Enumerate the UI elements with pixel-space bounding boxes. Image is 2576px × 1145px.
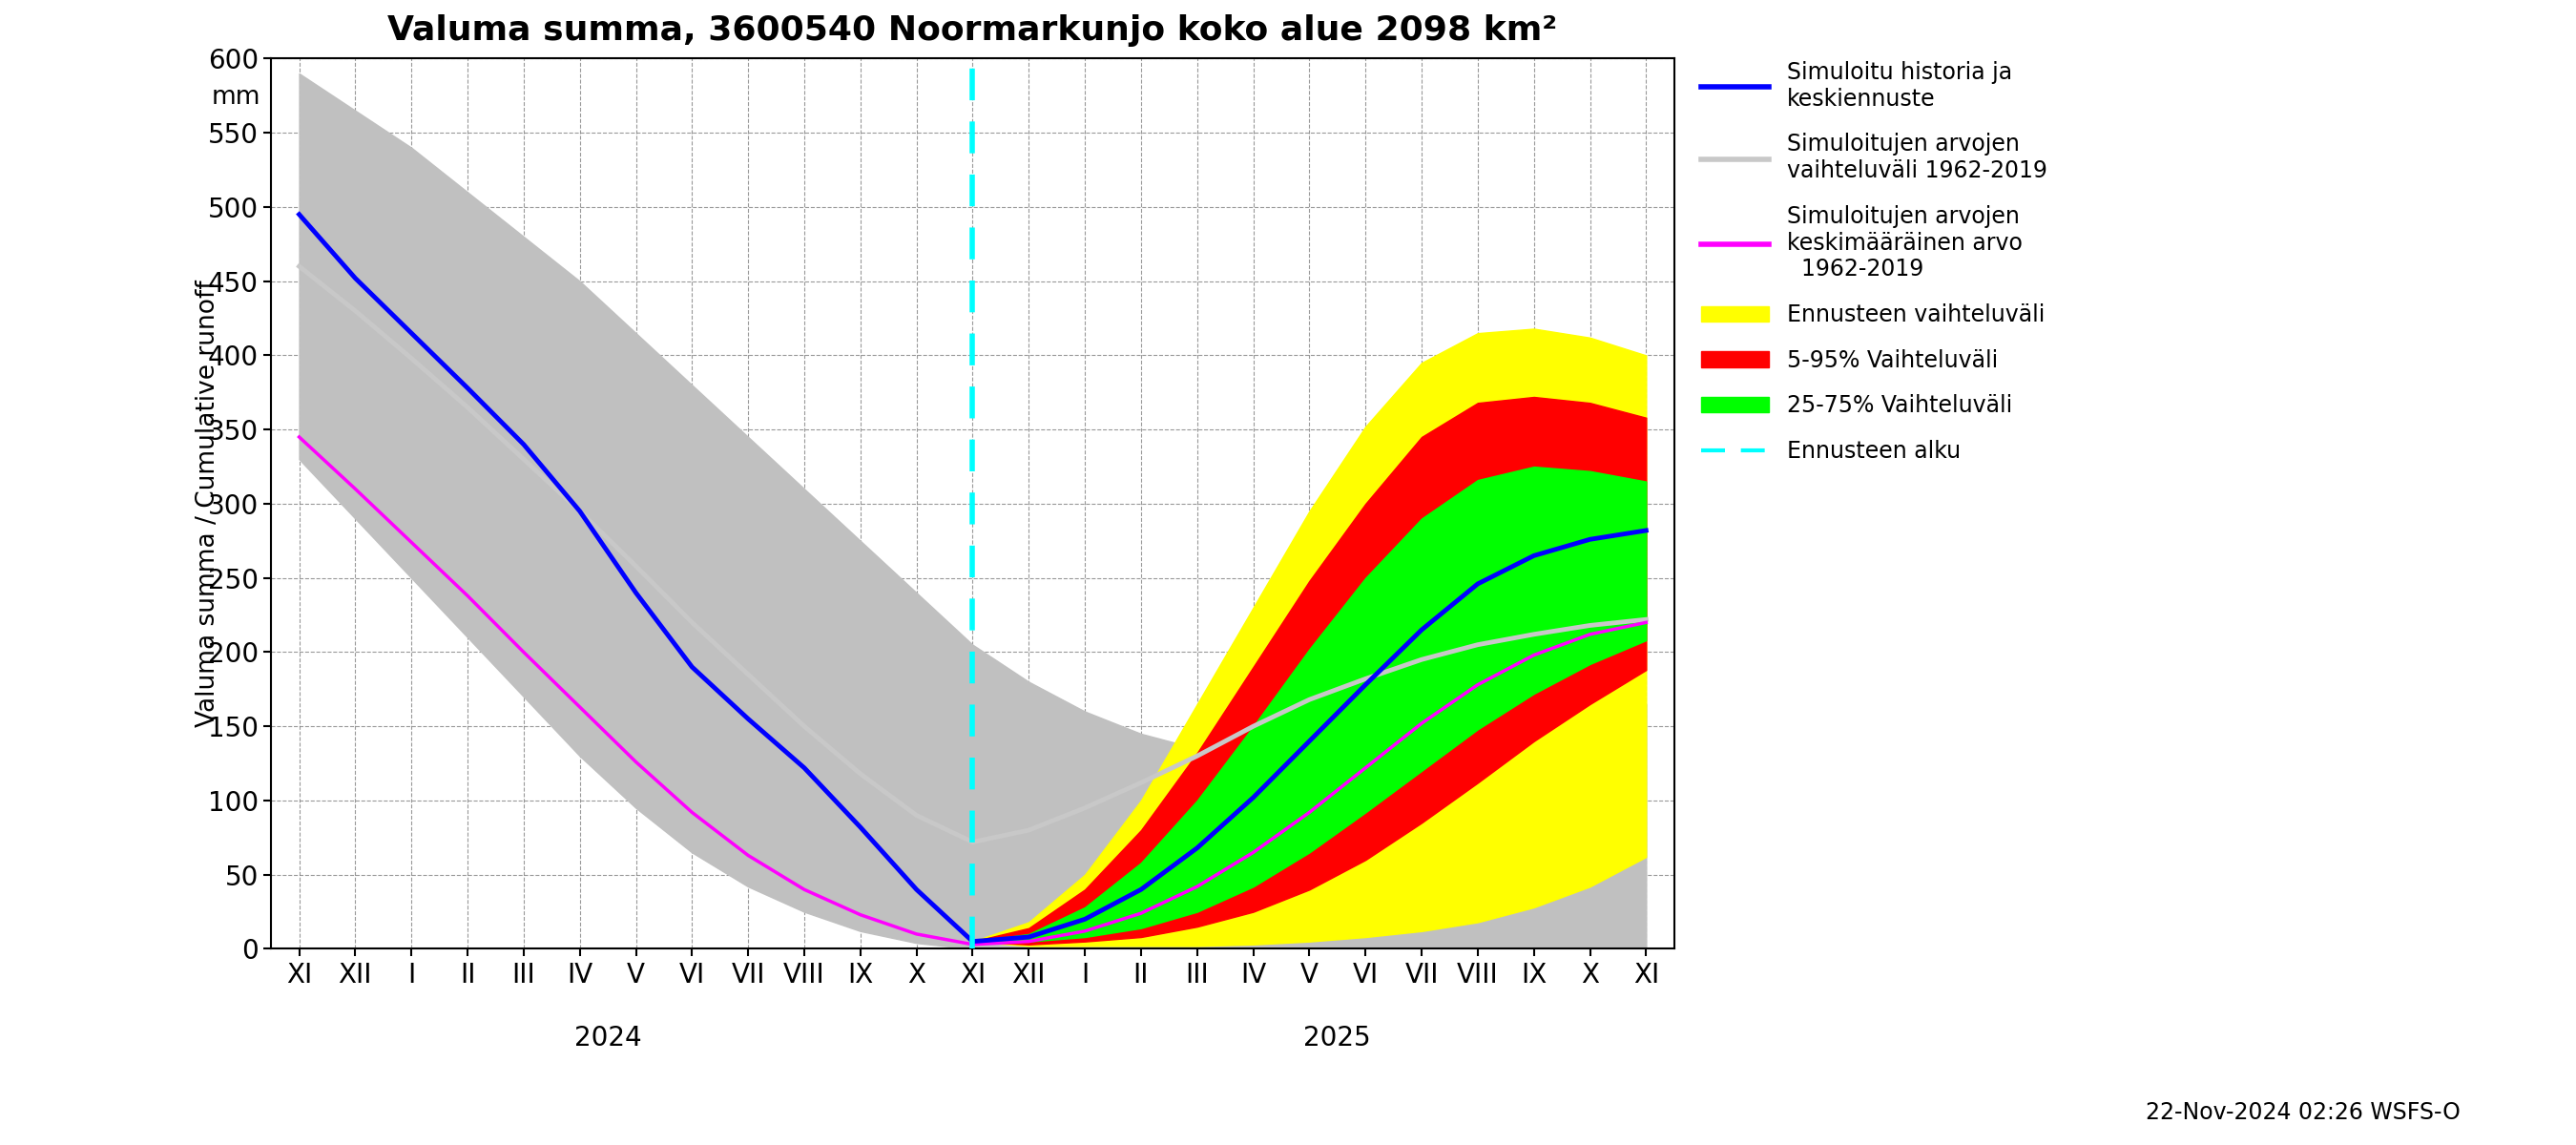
- Text: 22-Nov-2024 02:26 WSFS-O: 22-Nov-2024 02:26 WSFS-O: [2146, 1101, 2460, 1124]
- Text: Valuma summa / Cumulative runoff: Valuma summa / Cumulative runoff: [196, 281, 222, 727]
- Text: 2024: 2024: [574, 1025, 641, 1051]
- Legend: Simuloitu historia ja
keskiennuste, Simuloitujen arvojen
vaihteluväli 1962-2019,: Simuloitu historia ja keskiennuste, Simu…: [1692, 52, 2056, 472]
- Title: Valuma summa, 3600540 Noormarkunjo koko alue 2098 km²: Valuma summa, 3600540 Noormarkunjo koko …: [389, 14, 1558, 47]
- Text: 2025: 2025: [1303, 1025, 1370, 1051]
- Text: mm: mm: [211, 86, 260, 110]
